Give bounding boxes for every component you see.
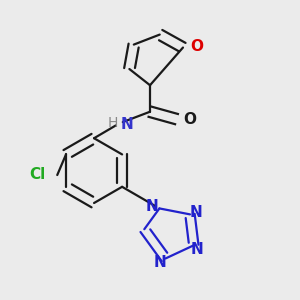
Text: O: O xyxy=(190,39,203,54)
Text: N: N xyxy=(190,205,202,220)
Text: Cl: Cl xyxy=(29,167,46,182)
Text: N: N xyxy=(146,200,158,214)
Text: N: N xyxy=(121,117,133,132)
Text: O: O xyxy=(183,112,196,127)
Text: N: N xyxy=(190,242,203,257)
Text: H: H xyxy=(107,116,118,130)
Text: N: N xyxy=(153,255,166,270)
